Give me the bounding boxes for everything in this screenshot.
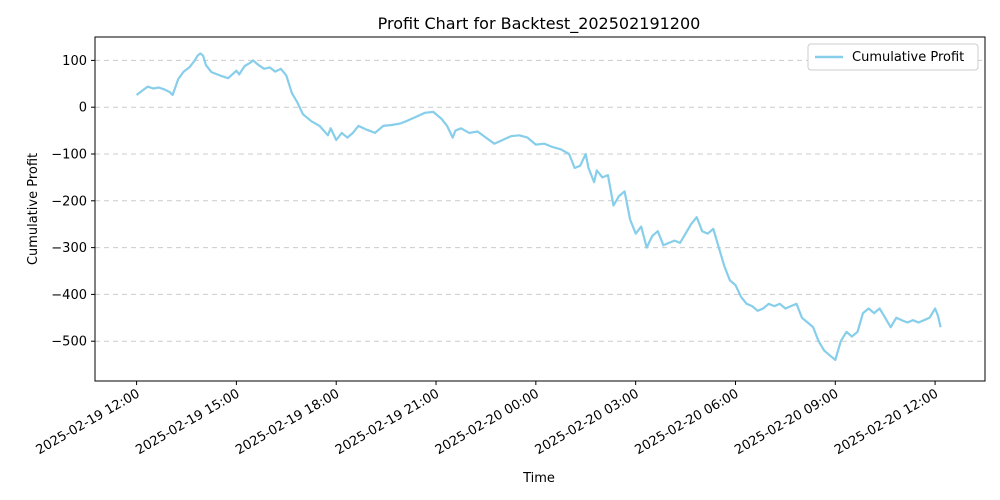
x-tick-label: 2025-02-19 12:00 [34,386,143,458]
legend: Cumulative Profit [807,43,979,71]
legend-label: Cumulative Profit [852,50,964,65]
gridlines [95,59,985,342]
y-axis: 100 0 −100 −200 −300 −400 −500 [51,54,95,350]
y-tick-label: −400 [51,288,87,303]
y-axis-label: Cumulative Profit [26,153,41,265]
legend-box [807,43,979,71]
y-tick-label: 100 [62,54,87,69]
x-tick-label: 2025-02-20 12:00 [832,386,941,458]
series-layer [135,52,942,361]
chart-title: Profit Chart for Backtest_202502191200 [378,14,701,34]
x-tick-label: 2025-02-20 03:00 [533,386,642,458]
y-tick-label: −200 [51,194,87,209]
x-tick-label: 2025-02-19 15:00 [133,386,242,458]
x-tick-label: 2025-02-20 06:00 [633,386,742,458]
x-tick-label: 2025-02-19 18:00 [233,386,342,458]
x-axis-label: Time [522,471,555,486]
plot-area-frame [94,36,986,382]
y-tick-label: −300 [51,241,87,256]
series-line-cumulative-profit [135,52,942,361]
x-tick-label: 2025-02-20 00:00 [433,386,542,458]
y-tick-label: 0 [79,101,87,116]
x-tick-label: 2025-02-19 21:00 [333,386,442,458]
y-tick-label: −500 [51,335,87,350]
x-tick-label: 2025-02-20 09:00 [732,386,841,458]
y-tick-label: −100 [51,148,87,163]
